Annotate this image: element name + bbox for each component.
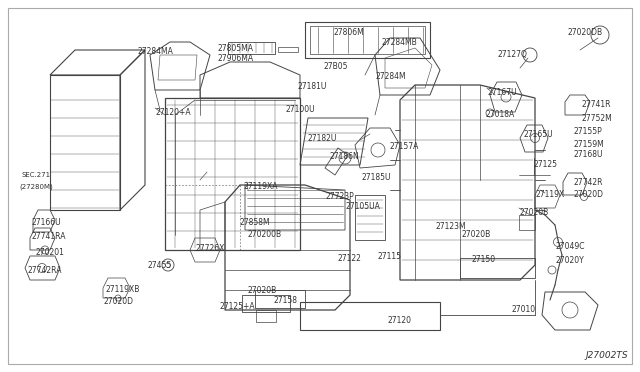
Text: 27182U: 27182U bbox=[307, 134, 337, 143]
Text: 27284MB: 27284MB bbox=[382, 38, 418, 47]
Text: 270201: 270201 bbox=[36, 248, 65, 257]
Text: 27105UA: 27105UA bbox=[345, 202, 380, 211]
Text: 27119X: 27119X bbox=[535, 190, 564, 199]
Text: 27742RA: 27742RA bbox=[28, 266, 63, 275]
Text: 27168U: 27168U bbox=[574, 150, 604, 159]
Text: 27020B: 27020B bbox=[248, 286, 277, 295]
Text: 27125+A: 27125+A bbox=[220, 302, 255, 311]
Text: 27165U: 27165U bbox=[524, 130, 554, 139]
Text: 27020B: 27020B bbox=[519, 208, 548, 217]
Text: SEC.271: SEC.271 bbox=[22, 172, 51, 178]
Text: 27122: 27122 bbox=[338, 254, 362, 263]
Text: 27723P: 27723P bbox=[325, 192, 354, 201]
Text: 27120: 27120 bbox=[388, 316, 412, 325]
Text: 27020DB: 27020DB bbox=[568, 28, 603, 37]
Text: 27020D: 27020D bbox=[103, 297, 133, 306]
Text: 27127Q: 27127Q bbox=[497, 50, 527, 59]
Text: 27018A: 27018A bbox=[485, 110, 515, 119]
Text: 270200B: 270200B bbox=[248, 230, 282, 239]
Text: 27049C: 27049C bbox=[555, 242, 584, 251]
Text: 27010: 27010 bbox=[511, 305, 535, 314]
Text: 27806M: 27806M bbox=[333, 28, 364, 37]
Text: 27752M: 27752M bbox=[582, 114, 612, 123]
Text: 27123M: 27123M bbox=[435, 222, 466, 231]
Text: 27150: 27150 bbox=[471, 255, 495, 264]
Text: 27906MA: 27906MA bbox=[218, 54, 254, 63]
Text: 27167U: 27167U bbox=[487, 88, 516, 97]
Text: 27284M: 27284M bbox=[375, 72, 406, 81]
Text: 27100U: 27100U bbox=[286, 105, 316, 114]
Text: 27158: 27158 bbox=[274, 296, 298, 305]
Text: 27726X: 27726X bbox=[196, 244, 225, 253]
Text: 27858M: 27858M bbox=[239, 218, 269, 227]
Text: 27185U: 27185U bbox=[361, 173, 390, 182]
Text: 27159M: 27159M bbox=[574, 140, 605, 149]
Text: 27120+A: 27120+A bbox=[155, 108, 191, 117]
Text: 27125: 27125 bbox=[534, 160, 558, 169]
Text: 27181U: 27181U bbox=[298, 82, 328, 91]
Text: 27284MA: 27284MA bbox=[138, 47, 174, 56]
Text: 27157A: 27157A bbox=[390, 142, 419, 151]
Text: 27166U: 27166U bbox=[32, 218, 61, 227]
Text: (27280M): (27280M) bbox=[19, 183, 52, 189]
Text: 27741RA: 27741RA bbox=[32, 232, 67, 241]
Text: 27186N: 27186N bbox=[330, 152, 360, 161]
Text: 27115: 27115 bbox=[378, 252, 402, 261]
Text: 27020D: 27020D bbox=[574, 190, 604, 199]
Text: 27020B: 27020B bbox=[461, 230, 490, 239]
Text: 27741R: 27741R bbox=[582, 100, 611, 109]
Text: 27B05: 27B05 bbox=[323, 62, 348, 71]
Text: 27020Y: 27020Y bbox=[555, 256, 584, 265]
Text: 27119XA: 27119XA bbox=[244, 182, 278, 191]
Text: 27455: 27455 bbox=[148, 261, 172, 270]
Text: J27002TS: J27002TS bbox=[586, 351, 628, 360]
Text: 27119XB: 27119XB bbox=[105, 285, 140, 294]
Text: 27805MA: 27805MA bbox=[218, 44, 254, 53]
Text: 27155P: 27155P bbox=[574, 127, 603, 136]
Text: 27742R: 27742R bbox=[574, 178, 604, 187]
